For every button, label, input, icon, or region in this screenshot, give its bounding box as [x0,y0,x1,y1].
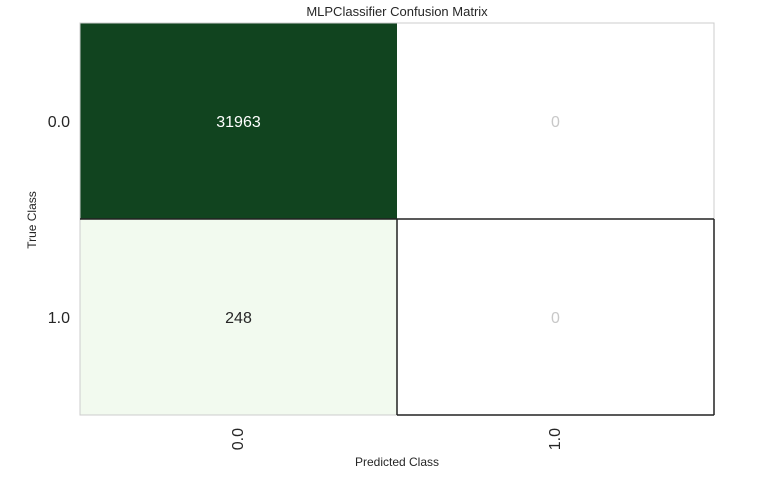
heatmap-cell-1-0 [80,219,397,415]
x-tick-label: 1.0 [547,428,564,450]
y-tick-label: 1.0 [48,310,70,327]
y-tick-label: 0.0 [48,114,70,131]
heatmap-cells: 31963 0 248 0 [79,22,715,416]
y-axis-label: True Class [25,191,39,249]
heatmap-cell-0-1 [397,23,714,219]
x-tick-label: 0.0 [230,428,247,450]
cell-value-label: 31963 [216,114,261,131]
x-axis-label: Predicted Class [355,455,439,469]
tick-labels: 0.0 1.0 0.0 1.0 [48,114,564,450]
cell-value-label: 0 [551,310,560,327]
cell-value-label: 248 [225,310,252,327]
cell-value-label: 0 [551,114,560,131]
chart-title: MLPClassifier Confusion Matrix [306,4,488,19]
heatmap-cell-1-1 [397,219,714,415]
heatmap-cell-0-0 [80,23,397,219]
